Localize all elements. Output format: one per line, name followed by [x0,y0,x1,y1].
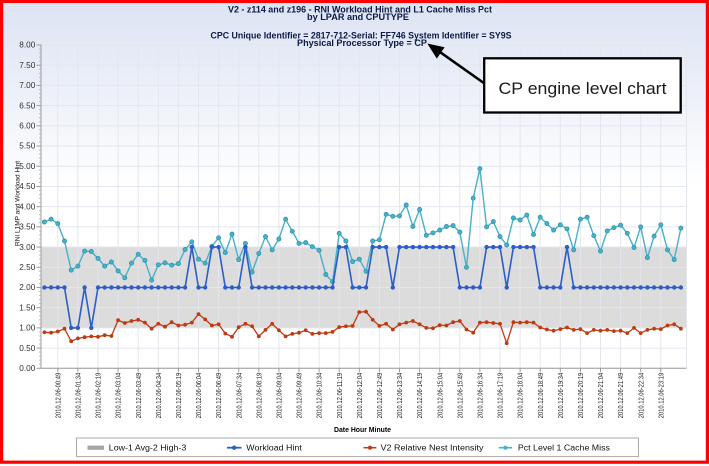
svg-text:5.50: 5.50 [19,142,36,151]
svg-text:2010.12.06-20:19: 2010.12.06-20:19 [578,373,585,419]
svg-text:2010.12.06-21:04: 2010.12.06-21:04 [598,373,605,419]
svg-text:2010.12.06-05:19: 2010.12.06-05:19 [176,373,183,419]
svg-text:V2 Relative Nest Intensity: V2 Relative Nest Intensity [381,444,484,453]
svg-text:2010.12.06-15:49: 2010.12.06-15:49 [457,373,464,419]
svg-text:2010.12.06-09:04: 2010.12.06-09:04 [277,373,284,419]
svg-text:RNI L1MP and Workload Hint: RNI L1MP and Workload Hint [15,161,22,246]
svg-text:Low-1 Avg-2 High-3: Low-1 Avg-2 High-3 [109,444,187,453]
svg-text:2010.12.06-07:34: 2010.12.06-07:34 [236,373,243,419]
svg-text:2010.12.06-21:49: 2010.12.06-21:49 [618,373,625,419]
svg-text:3.50: 3.50 [19,223,36,232]
svg-text:2010.12.06-17:19: 2010.12.06-17:19 [498,373,505,419]
svg-text:2010.12.06-12:49: 2010.12.06-12:49 [377,373,384,419]
svg-text:1.00: 1.00 [19,324,36,333]
svg-text:4.50: 4.50 [19,182,36,191]
svg-text:Workload Hint: Workload Hint [246,444,302,453]
svg-text:2010.12.06-04:34: 2010.12.06-04:34 [156,373,163,419]
svg-text:6.00: 6.00 [19,122,36,131]
svg-text:2010.12.06-06:49: 2010.12.06-06:49 [216,373,223,419]
svg-text:2.00: 2.00 [19,283,36,292]
svg-text:2010.12.06-15:04: 2010.12.06-15:04 [437,373,444,419]
svg-text:2010.12.06-18:04: 2010.12.06-18:04 [518,373,525,419]
svg-text:by LPAR and CPUTYPE: by LPAR and CPUTYPE [307,12,409,22]
svg-text:2010.12.06-13:34: 2010.12.06-13:34 [397,373,404,419]
svg-text:7.50: 7.50 [19,61,36,70]
svg-text:2010.12.06-23:19: 2010.12.06-23:19 [658,373,665,419]
svg-text:2010.12.06-03:49: 2010.12.06-03:49 [136,373,143,419]
svg-text:6.50: 6.50 [19,101,36,110]
svg-text:2010.12.06-22:34: 2010.12.06-22:34 [638,373,645,419]
svg-text:2010.12.06-18:49: 2010.12.06-18:49 [538,373,545,419]
svg-text:2010.12.06-03:04: 2010.12.06-03:04 [116,373,123,419]
svg-text:0.50: 0.50 [19,344,36,353]
svg-text:2010.12.06-10:34: 2010.12.06-10:34 [317,373,324,419]
svg-text:Date Hour Minute: Date Hour Minute [334,427,391,434]
svg-text:CPC Unique Identifier = 2817-7: CPC Unique Identifier = 2817-712-Serial:… [211,31,512,41]
svg-text:CP engine level chart: CP engine level chart [499,80,667,98]
svg-text:V2 - z114 and z196 - RNI Workl: V2 - z114 and z196 - RNI Workload Hint a… [228,5,492,15]
svg-text:Physical Processor Type = CP: Physical Processor Type = CP [297,38,427,48]
svg-text:5.00: 5.00 [19,162,36,171]
svg-text:4.00: 4.00 [19,202,36,211]
svg-text:2010.12.06-16:34: 2010.12.06-16:34 [478,373,485,419]
svg-text:0.00: 0.00 [19,364,36,373]
svg-text:2010.12.06-01:34: 2010.12.06-01:34 [76,373,83,419]
svg-text:8.00: 8.00 [19,41,36,50]
svg-text:2010.12.06-00:49: 2010.12.06-00:49 [55,373,62,419]
svg-text:2010.12.06-11:19: 2010.12.06-11:19 [337,373,344,419]
svg-text:3.00: 3.00 [19,243,36,252]
svg-text:2010.12.06-19:34: 2010.12.06-19:34 [558,373,565,419]
svg-text:2010.12.06-02:19: 2010.12.06-02:19 [96,373,103,419]
svg-text:2.50: 2.50 [19,263,36,272]
svg-text:2010.12.06-09:49: 2010.12.06-09:49 [297,373,304,419]
svg-text:2010.12.06-08:19: 2010.12.06-08:19 [256,373,263,419]
svg-text:Pct Level 1 Cache Miss: Pct Level 1 Cache Miss [518,444,610,453]
svg-text:2010.12.06-06:04: 2010.12.06-06:04 [196,373,203,419]
svg-text:2010.12.06-12:04: 2010.12.06-12:04 [357,373,364,419]
svg-text:1.50: 1.50 [19,303,36,312]
svg-text:2010.12.06-14:19: 2010.12.06-14:19 [417,373,424,419]
svg-text:7.00: 7.00 [19,81,36,90]
